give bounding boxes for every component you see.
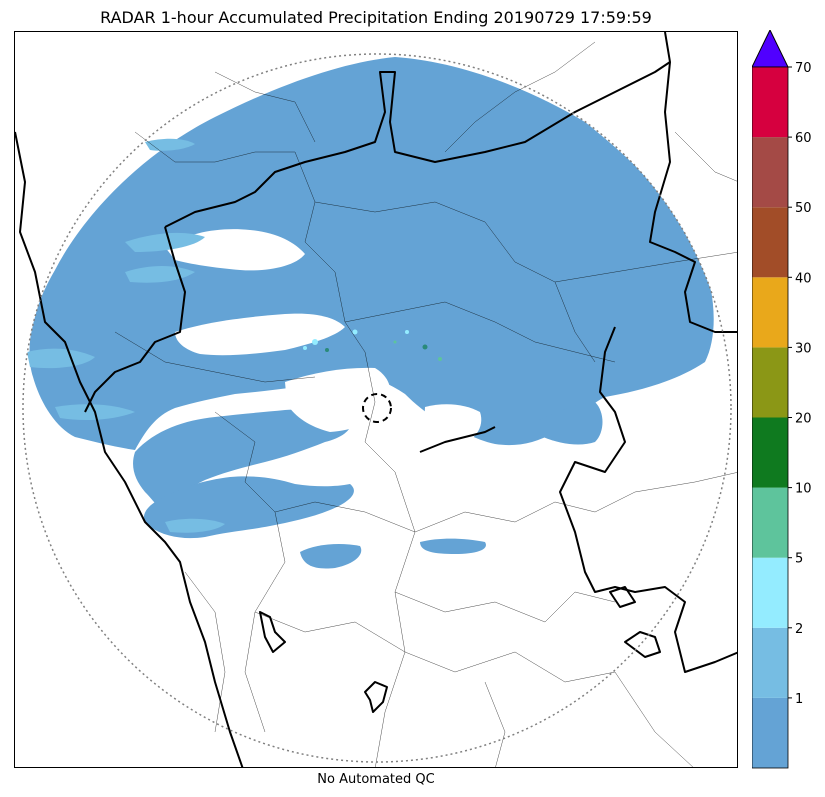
colorbar: 1 2 5 10 20 30 40 50 60 70 [751,28,822,770]
precip-patch-south [300,544,362,569]
colorbar-tick-label: 1 [795,692,803,707]
enclave-1 [259,611,286,653]
state-borders [15,32,737,767]
radar-map [14,31,738,768]
state-border-north [164,32,671,228]
state-border-east [649,61,737,333]
precip-high-intensity-speckles [303,329,442,361]
colorbar-extend-max [751,28,789,68]
enclave-2 [364,681,388,713]
radar-map-svg [15,32,737,767]
colorbar-tick-label: 5 [795,552,803,567]
colorbar-tick-label: 10 [795,482,812,497]
precip-light-streak-3 [27,348,95,369]
colorbar-outline [751,66,789,769]
state-border-west-inner [84,226,186,413]
precip-south-band [133,409,352,509]
precip-gap-central [175,313,345,356]
enclave-3 [624,631,661,658]
coastline [15,131,244,767]
colorbar-bin [752,277,788,348]
colorbar-tick-label: 60 [795,131,812,146]
precip-patch-southeast [420,538,486,554]
precipitation-field [27,57,714,569]
precip-light-streak-1 [125,232,205,252]
colorbar-tick-label: 40 [795,271,812,286]
colorbar-bin [752,697,788,768]
colorbar-tick-label: 2 [795,622,803,637]
radar-site-marker [362,393,392,423]
colorbar-bin [752,627,788,698]
enclave-4 [609,586,636,608]
range-ring [22,53,732,763]
colorbar-bin [752,557,788,628]
colorbar-bin [752,137,788,208]
colorbar-tick-label: 20 [795,412,812,427]
colorbar-svg: 1 2 5 10 20 30 40 50 60 70 [751,28,812,769]
state-border-center-south [419,426,496,453]
colorbar-bin [752,67,788,138]
colorbar-top-label: 70 [795,61,812,76]
district-borders [114,41,737,767]
colorbar-bin [752,417,788,488]
precip-light-streak-5 [165,518,225,533]
state-border-southeast [559,326,737,673]
colorbar-bin [752,347,788,418]
colorbar-bin [752,487,788,558]
qc-note: No Automated QC [317,772,435,787]
precip-light-streak-6 [145,138,195,151]
precip-gap-center [285,367,391,432]
colorbar-tick-label: 50 [795,201,812,216]
precip-patch-east [535,402,603,445]
map-title: RADAR 1-hour Accumulated Precipitation E… [100,8,652,27]
colorbar-bin [752,207,788,278]
colorbar-tick-label: 30 [795,341,812,356]
